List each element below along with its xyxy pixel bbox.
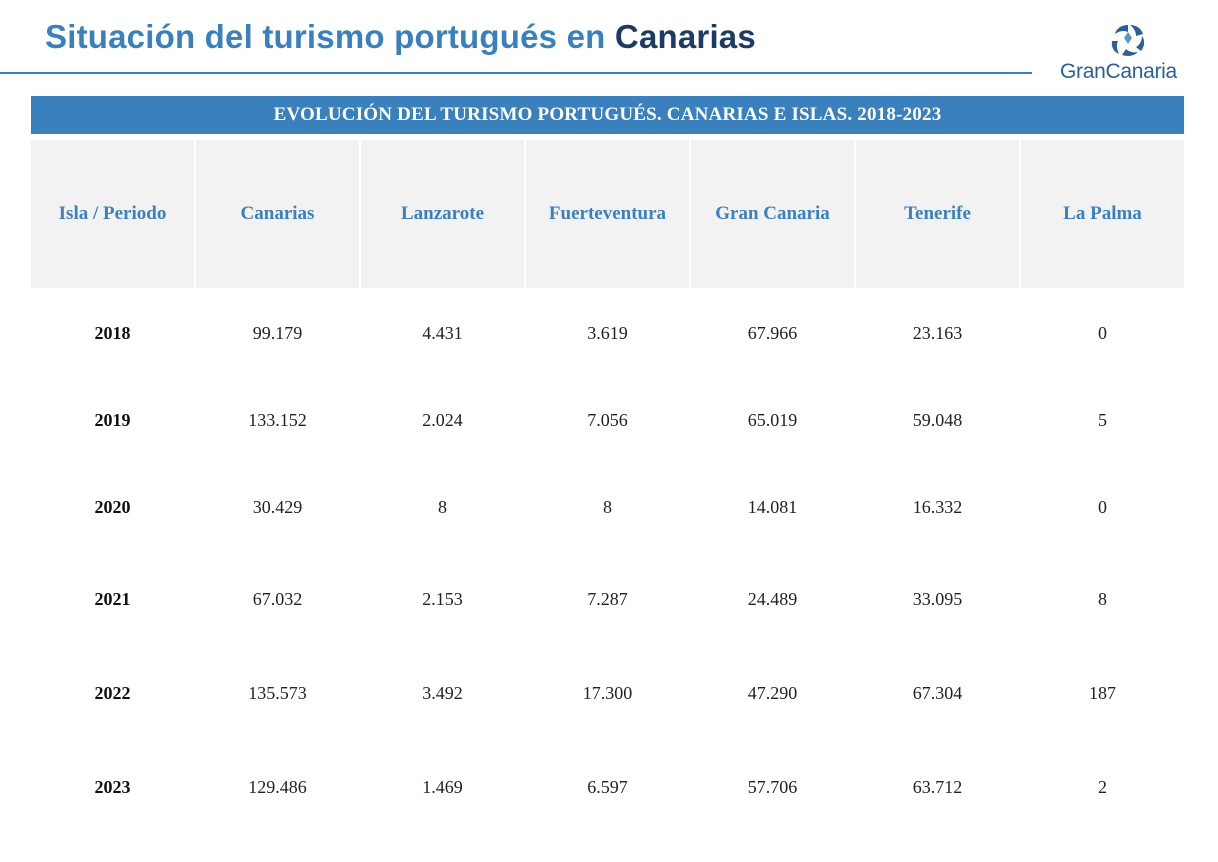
row-year: 2019 — [94, 409, 131, 430]
gran-canaria-star-icon — [1111, 25, 1145, 56]
cell-lanzarote: 8 — [438, 496, 447, 517]
cell-canarias: 133.152 — [248, 409, 307, 430]
column-header-canarias: Canarias — [196, 140, 359, 288]
cell-la-palma: 2 — [1098, 776, 1107, 797]
column-header-gran-canaria: Gran Canaria — [691, 140, 854, 288]
table-row: 2023 129.486 1.469 6.597 57.706 63.712 2 — [31, 767, 1184, 807]
table-row: 2019 133.152 2.024 7.056 65.019 59.048 5 — [31, 400, 1184, 440]
cell-la-palma: 0 — [1098, 322, 1107, 343]
cell-fuerteventura: 17.300 — [582, 682, 633, 703]
cell-la-palma: 5 — [1098, 409, 1107, 430]
cell-tenerife: 63.712 — [912, 776, 963, 797]
table-row: 2020 30.429 8 8 14.081 16.332 0 — [31, 487, 1184, 527]
table-banner: EVOLUCIÓN DEL TURISMO PORTUGUÉS. CANARIA… — [31, 96, 1184, 134]
page-title-main: Situación del turismo portugués en — [45, 18, 606, 55]
cell-la-palma: 8 — [1098, 588, 1107, 609]
table-row: 2022 135.573 3.492 17.300 47.290 67.304 … — [31, 673, 1184, 713]
page-title: Situación del turismo portugués en Canar… — [45, 18, 756, 56]
column-header-fuerteventura: Fuerteventura — [526, 140, 689, 288]
cell-la-palma: 0 — [1098, 496, 1107, 517]
cell-canarias: 135.573 — [248, 682, 307, 703]
cell-gran-canaria: 57.706 — [747, 776, 798, 797]
cell-canarias: 30.429 — [252, 496, 303, 517]
cell-lanzarote: 4.431 — [422, 322, 463, 343]
tourism-table: EVOLUCIÓN DEL TURISMO PORTUGUÉS. CANARIA… — [31, 96, 1184, 797]
cell-canarias: 67.032 — [252, 588, 303, 609]
page-title-highlight: Canarias — [614, 18, 756, 55]
cell-tenerife: 59.048 — [912, 409, 963, 430]
column-header-lanzarote: Lanzarote — [361, 140, 524, 288]
cell-la-palma: 187 — [1089, 682, 1116, 703]
cell-gran-canaria: 14.081 — [747, 496, 798, 517]
cell-tenerife: 67.304 — [912, 682, 963, 703]
row-year: 2018 — [94, 322, 131, 343]
column-header-la-palma: La Palma — [1021, 140, 1184, 288]
cell-gran-canaria: 24.489 — [747, 588, 798, 609]
cell-fuerteventura: 8 — [603, 496, 612, 517]
cell-tenerife: 16.332 — [912, 496, 963, 517]
row-year: 2020 — [94, 496, 131, 517]
cell-canarias: 129.486 — [248, 776, 307, 797]
cell-lanzarote: 3.492 — [422, 682, 463, 703]
cell-fuerteventura: 3.619 — [587, 322, 628, 343]
table-header-row: Isla / Periodo Canarias Lanzarote Fuerte… — [31, 140, 1184, 288]
cell-gran-canaria: 47.290 — [747, 682, 798, 703]
cell-fuerteventura: 6.597 — [587, 776, 628, 797]
column-header-tenerife: Tenerife — [856, 140, 1019, 288]
cell-gran-canaria: 67.966 — [747, 322, 798, 343]
gran-canaria-logo: GranCanaria — [1056, 22, 1196, 84]
logo-text: GranCanaria — [1060, 60, 1177, 83]
cell-gran-canaria: 65.019 — [747, 409, 798, 430]
table-row: 2018 99.179 4.431 3.619 67.966 23.163 0 — [31, 313, 1184, 353]
cell-tenerife: 33.095 — [912, 588, 963, 609]
cell-fuerteventura: 7.287 — [587, 588, 628, 609]
cell-canarias: 99.179 — [252, 322, 303, 343]
cell-tenerife: 23.163 — [912, 322, 963, 343]
cell-lanzarote: 1.469 — [422, 776, 463, 797]
row-year: 2021 — [94, 588, 131, 609]
table-row: 2021 67.032 2.153 7.287 24.489 33.095 8 — [31, 579, 1184, 619]
row-year: 2022 — [94, 682, 131, 703]
row-year: 2023 — [94, 776, 131, 797]
column-header-periodo: Isla / Periodo — [31, 140, 194, 288]
cell-fuerteventura: 7.056 — [587, 409, 628, 430]
title-divider — [0, 72, 1032, 74]
cell-lanzarote: 2.024 — [422, 409, 463, 430]
cell-lanzarote: 2.153 — [422, 588, 463, 609]
